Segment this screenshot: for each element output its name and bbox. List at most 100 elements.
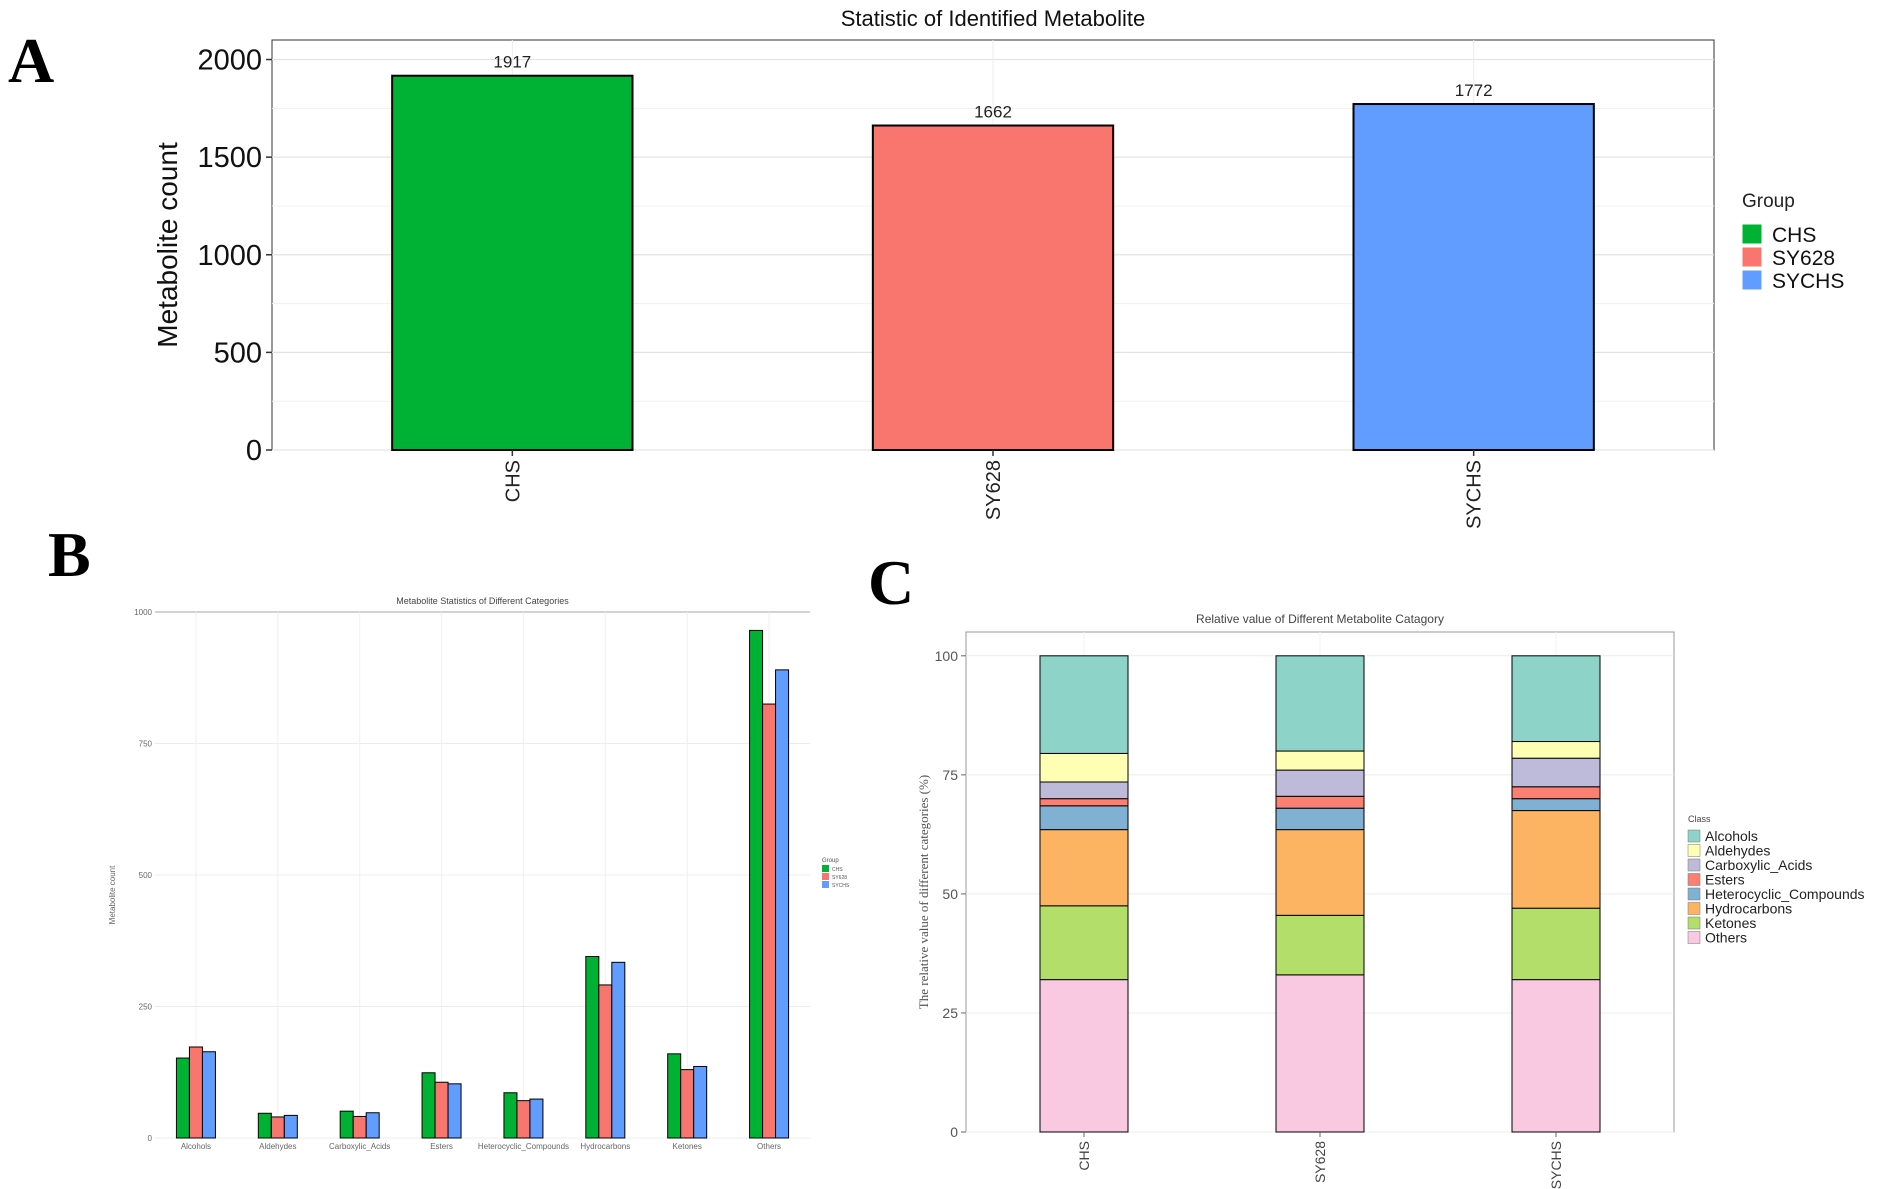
panel-a-bar-sy628 (871, 124, 1115, 451)
panel-c-segment-heterocyclic-compounds (1275, 807, 1365, 831)
panel-b-bar-sychs (775, 669, 790, 1139)
panel-a-data-label: 1772 (1455, 81, 1493, 100)
panel-c-legend-swatch-heterocyclic-compounds (1687, 887, 1701, 901)
panel-b-x-tick-label: Hydrocarbons (580, 1142, 630, 1151)
panel-a-bar-sychs (1352, 103, 1595, 452)
panel-c-segment-others (1275, 974, 1365, 1133)
panel-c-segment-aldehydes (1039, 752, 1129, 783)
panel-c-legend-label: Others (1705, 930, 1747, 946)
panel-b-bar-sychs (693, 1065, 708, 1139)
panel-b-bar-sy628 (598, 984, 613, 1139)
panel-b-y-tick-label: 750 (139, 740, 153, 749)
panel-b-bar-chs (749, 629, 764, 1139)
panel-b-legend-label: SY628 (832, 875, 847, 881)
panel-b-bar-sychs (611, 961, 626, 1139)
panel-b-bar-sy628 (434, 1081, 449, 1139)
panel-a-legend-label: SYCHS (1772, 270, 1844, 293)
panel-a-legend-title: Group (1742, 191, 1795, 212)
panel-b-bar-sy628 (352, 1115, 367, 1139)
panel-b-bar-chs (585, 956, 600, 1139)
panel-c-y-tick-label: 50 (942, 886, 958, 902)
panel-c-segment-ketones (1275, 914, 1365, 976)
panel-c-y-axis-label: The relative value of different categori… (916, 775, 931, 1009)
panel-c-segment-carboxylic-acids (1275, 769, 1365, 797)
panel-a-legend-label: CHS (1772, 224, 1816, 247)
panel-a-x-tick-label: SYCHS (1464, 460, 1486, 529)
panel-b-x-tick-label: Esters (430, 1142, 453, 1151)
panel-a-y-tick-label: 1500 (197, 142, 262, 174)
panel-c-segment-others (1039, 979, 1129, 1133)
panel-b-bar-chs (503, 1092, 518, 1139)
panel-b-x-tick-label: Aldehydes (259, 1142, 296, 1151)
panel-c-legend-swatch-others (1687, 931, 1701, 944)
panel-a-data-label: 1662 (974, 103, 1012, 122)
panel-b-y-tick-label: 500 (139, 871, 153, 880)
panel-b-y-tick-label: 0 (148, 1134, 153, 1143)
panel-b-bar-sychs (365, 1112, 380, 1139)
panel-b-legend-swatch-sychs (822, 881, 829, 888)
panel-a-data-label: 1917 (493, 53, 531, 72)
panel-b-bar-sy628 (516, 1100, 531, 1139)
panel-c-segment-carboxylic-acids (1039, 781, 1129, 800)
panel-b-legend-label: SYCHS (832, 883, 850, 889)
panel-a-y-tick-label: 1000 (197, 240, 262, 272)
panel-b-bar-chs (339, 1110, 354, 1139)
panel-c-x-tick-label: CHS (1076, 1141, 1092, 1171)
panel-a-x-tick-label: SY628 (983, 460, 1005, 520)
panel-c-legend-swatch-carboxylic-acids (1687, 858, 1701, 872)
panel-c-segment-others (1511, 979, 1601, 1133)
panel-c-x-tick-label: SYCHS (1548, 1141, 1564, 1189)
panel-c-segment-esters (1275, 795, 1365, 809)
panel-c-legend-label: Esters (1705, 872, 1745, 888)
panel-c-title: Relative value of Different Metabolite C… (1196, 612, 1444, 626)
panel-b-bar-sy628 (680, 1069, 695, 1139)
panel-a-y-tick-label: 2000 (197, 45, 262, 77)
panel-c-segment-ketones (1039, 905, 1129, 981)
panel-a-y-axis-label: Metabolite count (152, 142, 183, 348)
panel-b-bar-sychs (529, 1098, 544, 1139)
panel-c-y-tick-label: 75 (942, 767, 958, 783)
panel-b-legend-swatch-chs (822, 865, 829, 872)
panel-letter-c: C (868, 547, 914, 618)
panel-letter-b: B (48, 519, 91, 590)
panel-b-x-tick-label: Ketones (673, 1142, 702, 1151)
panel-a-y-tick-label: 0 (246, 435, 262, 467)
panel-b-legend-swatch-sy628 (822, 873, 829, 880)
panel-b-bar-sychs (283, 1114, 298, 1139)
panel-b-bar-chs (175, 1057, 190, 1139)
panel-b-y-axis-label: Metabolite count (108, 865, 117, 924)
panel-a-title: Statistic of Identified Metabolite (841, 6, 1146, 31)
panel-b-bar-chs (667, 1053, 682, 1139)
panel-c-segment-aldehydes (1511, 741, 1601, 759)
panel-c-chart: 0 25 50 75 100 CHS SY628 SYCHS Relative value of… (916, 612, 1865, 1189)
panel-b-x-tick-label: Alcohols (181, 1142, 211, 1151)
panel-b-y-tick-label: 1000 (134, 608, 152, 617)
panel-a-x-tick-label: CHS (502, 460, 524, 502)
panel-b-bar-chs (257, 1112, 272, 1139)
panel-c-segment-alcohols (1275, 655, 1365, 752)
panel-c-legend-label: Alcohols (1705, 828, 1758, 844)
panel-b-legend-title: Group (822, 858, 839, 864)
panel-b-x-tick-label: Carboxylic_Acids (329, 1142, 390, 1151)
panel-c-y-tick-label: 25 (942, 1005, 958, 1021)
panel-b-x-tick-label: Others (757, 1142, 781, 1151)
panel-b-x-tick-label: Heterocyclic_Compounds (478, 1142, 569, 1151)
panel-b-chart: 0 250 500 750 1000 Alcohols Aldehydes Carboxyli… (108, 596, 850, 1151)
panel-c-segment-esters (1511, 786, 1601, 800)
panel-c-legend-swatch-esters (1687, 873, 1701, 886)
panel-a-bar-chs (391, 74, 634, 451)
panel-c-segment-alcohols (1511, 655, 1601, 743)
panel-c-segment-aldehydes (1275, 750, 1365, 771)
panel-c-legend-title: Class (1688, 814, 1711, 824)
panel-c-legend-swatch-hydrocarbons (1687, 902, 1701, 915)
panel-a-y-tick-label: 500 (214, 337, 262, 369)
panel-c-segment-carboxylic-acids (1511, 757, 1601, 788)
panel-c-segment-ketones (1511, 907, 1601, 981)
panel-b-title: Metabolite Statistics of Different Categ… (396, 596, 569, 606)
panel-b-bar-sychs (201, 1051, 216, 1139)
panel-c-legend-label: Hydrocarbons (1705, 901, 1792, 917)
panel-letter-a: A (8, 25, 54, 96)
panel-b-bar-sy628 (762, 703, 777, 1139)
panel-a-legend-swatch-chs (1741, 223, 1763, 245)
